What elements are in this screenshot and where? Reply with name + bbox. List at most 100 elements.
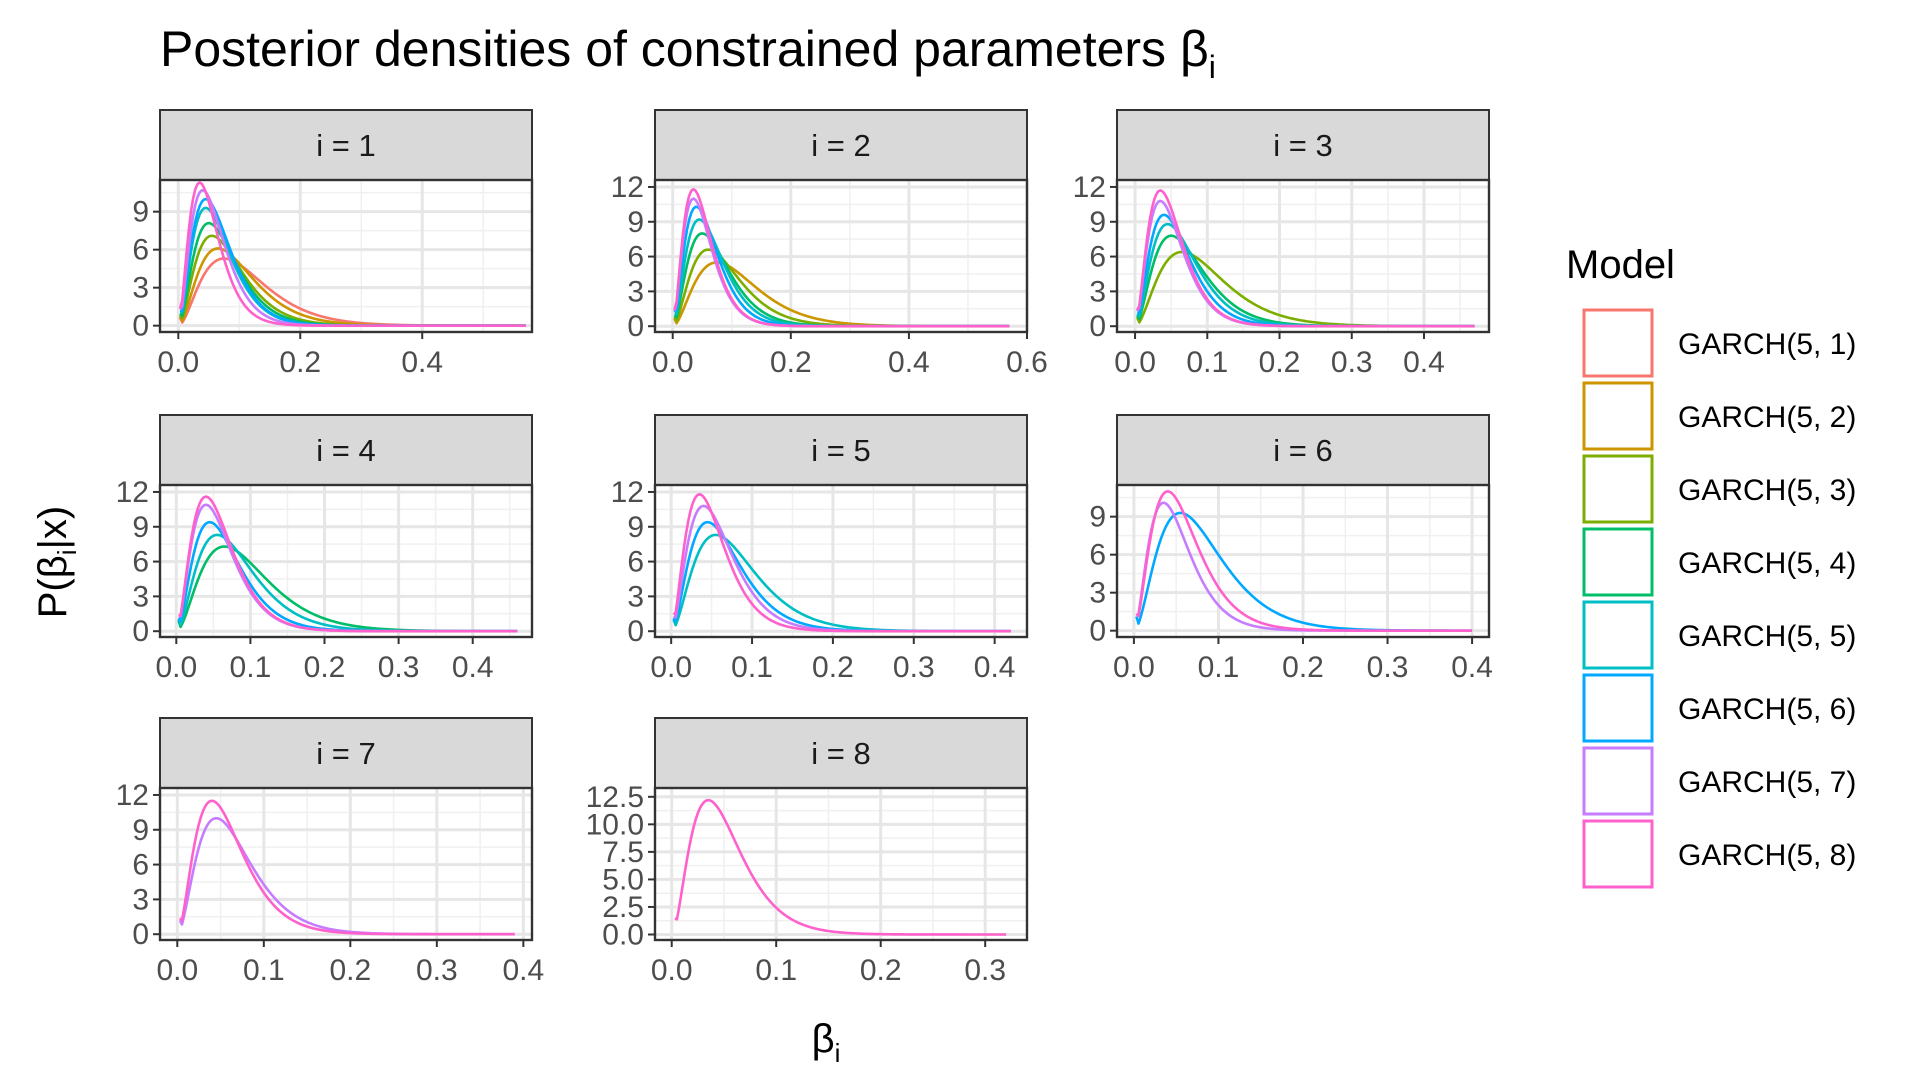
y-tick-label: 10.0 xyxy=(586,808,644,841)
legend-item: GARCH(5, 6) xyxy=(1582,673,1856,743)
legend-item: GARCH(5, 8) xyxy=(1582,819,1856,889)
x-tick-label: 0.0 xyxy=(157,346,199,379)
facet-panel: i = 6 0.0 0.1 0.2 0.3 0.4 0 3 6 9 xyxy=(1089,414,1493,684)
x-axis-title: βi xyxy=(812,1017,841,1068)
facet-strip-label: i = 6 xyxy=(1273,433,1332,468)
density-line xyxy=(178,495,518,633)
legend-key xyxy=(1582,600,1654,670)
y-tick-label: 12 xyxy=(116,476,149,509)
facet-strip-label: i = 5 xyxy=(811,433,870,468)
x-tick-label: 0.4 xyxy=(502,954,544,987)
x-tick-label: 0.3 xyxy=(964,954,1006,987)
facet-strip xyxy=(1116,414,1490,486)
legend-key xyxy=(1582,673,1654,743)
facet-strip xyxy=(159,109,533,181)
plot-background xyxy=(160,180,532,332)
y-tick-label: 9 xyxy=(1089,501,1106,534)
y-tick-label: 3 xyxy=(132,272,149,305)
legend-key xyxy=(1582,454,1654,524)
legend-label: GARCH(5, 5) xyxy=(1678,620,1856,653)
legend-label: GARCH(5, 3) xyxy=(1678,474,1856,507)
facet-strip-label: i = 4 xyxy=(316,433,375,468)
y-tick-label: 12 xyxy=(116,779,149,812)
y-tick-label: 9 xyxy=(1089,206,1106,239)
x-tick-label: 0.3 xyxy=(1331,346,1373,379)
y-tick-label: 0 xyxy=(1089,310,1106,343)
facet-strip-label: i = 7 xyxy=(316,736,375,771)
legend-item: GARCH(5, 3) xyxy=(1582,454,1856,524)
y-tick-label: 12.5 xyxy=(586,781,644,814)
x-tick-label: 0.1 xyxy=(230,651,272,684)
x-tick-label: 0.0 xyxy=(156,954,198,987)
y-tick-label: 6 xyxy=(132,234,149,267)
y-tick-label: 0.0 xyxy=(602,918,644,951)
density-line xyxy=(674,798,1007,936)
x-tick-label: 0.4 xyxy=(401,346,443,379)
legend-label: GARCH(5, 1) xyxy=(1678,328,1856,361)
y-tick-label: 0 xyxy=(627,615,644,648)
legend-key xyxy=(1582,308,1654,378)
y-tick-label: 5.0 xyxy=(602,863,644,896)
y-axis-title: P(βi|x) xyxy=(31,506,82,619)
x-tick-label: 0.2 xyxy=(279,346,321,379)
y-tick-label: 3 xyxy=(1089,275,1106,308)
y-tick-label: 12 xyxy=(1073,171,1106,204)
legend-label: GARCH(5, 8) xyxy=(1678,839,1856,872)
y-tick-label: 6 xyxy=(1089,241,1106,274)
legend-item: GARCH(5, 2) xyxy=(1582,381,1856,451)
legend-label: GARCH(5, 6) xyxy=(1678,693,1856,726)
legend-item: GARCH(5, 5) xyxy=(1582,600,1856,670)
x-tick-label: 0.4 xyxy=(1403,346,1445,379)
x-tick-label: 0.2 xyxy=(770,346,812,379)
legend-item: GARCH(5, 7) xyxy=(1582,746,1856,816)
density-line xyxy=(178,181,526,327)
facet-strip xyxy=(654,414,1028,486)
y-tick-label: 9 xyxy=(132,511,149,544)
y-tick-label: 0 xyxy=(132,615,149,648)
density-line xyxy=(178,799,515,936)
legend-label: GARCH(5, 2) xyxy=(1678,401,1856,434)
y-tick-label: 9 xyxy=(132,196,149,229)
x-tick-label: 0.4 xyxy=(888,346,930,379)
facet-panel: i = 8 0.0 0.1 0.2 0.3 0.02.55.07.510.012.5 xyxy=(586,717,1029,987)
y-tick-label: 9 xyxy=(627,511,644,544)
legend-label: GARCH(5, 4) xyxy=(1678,547,1856,580)
y-tick-label: 0 xyxy=(1089,615,1106,648)
legend: Model GARCH(5, 1) GARCH(5, 2) GARCH(5, 3) G… xyxy=(1566,243,1856,889)
x-tick-label: 0.4 xyxy=(974,651,1016,684)
x-tick-label: 0.1 xyxy=(1186,346,1228,379)
legend-title: Model xyxy=(1566,243,1675,287)
legend-key xyxy=(1582,527,1654,597)
x-tick-label: 0.2 xyxy=(304,651,346,684)
density-line xyxy=(673,187,1010,328)
x-tick-label: 0.2 xyxy=(1282,651,1324,684)
y-tick-label: 9 xyxy=(627,206,644,239)
panel-border xyxy=(653,786,1029,942)
x-tick-label: 0.3 xyxy=(416,954,458,987)
panel-border xyxy=(158,178,534,334)
facet-strip-label: i = 1 xyxy=(316,128,375,163)
x-tick-label: 0.2 xyxy=(329,954,371,987)
density-line xyxy=(672,493,1011,633)
x-tick-label: 0.4 xyxy=(1451,651,1493,684)
x-tick-label: 0.6 xyxy=(1006,346,1048,379)
y-tick-label: 3 xyxy=(132,580,149,613)
density-line xyxy=(1135,490,1473,632)
facet-strip xyxy=(1116,109,1490,181)
legend-key xyxy=(1582,746,1654,816)
y-tick-label: 0 xyxy=(627,310,644,343)
x-tick-label: 0.3 xyxy=(378,651,420,684)
y-tick-label: 6 xyxy=(132,546,149,579)
legend-item: GARCH(5, 1) xyxy=(1582,308,1856,378)
y-tick-label: 3 xyxy=(627,580,644,613)
y-tick-label: 0 xyxy=(132,918,149,951)
y-tick-label: 6 xyxy=(627,241,644,274)
facet-strip xyxy=(159,717,533,789)
x-tick-label: 0.1 xyxy=(755,954,797,987)
y-tick-label: 9 xyxy=(132,814,149,847)
